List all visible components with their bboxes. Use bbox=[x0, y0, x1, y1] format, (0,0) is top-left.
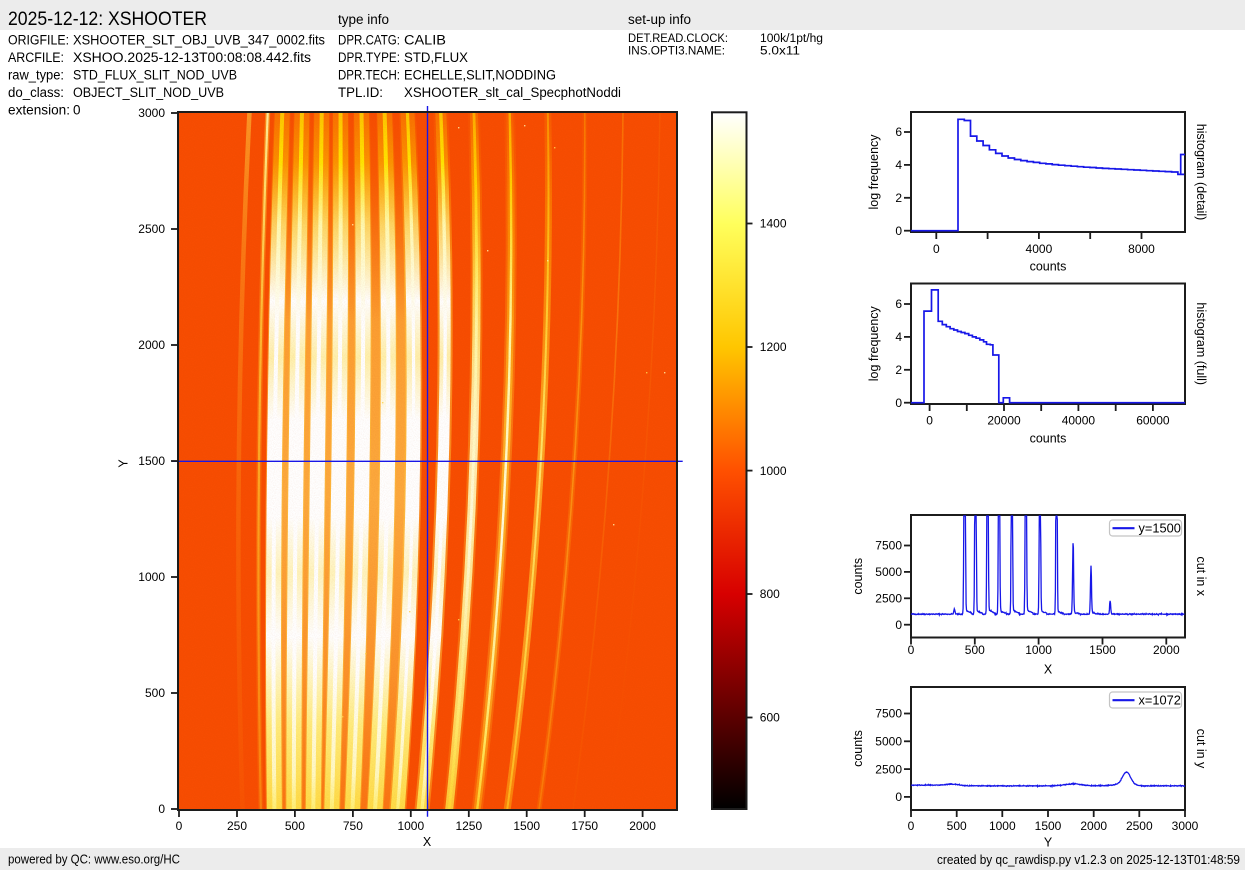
svg-text:2: 2 bbox=[895, 363, 902, 377]
svg-text:3000: 3000 bbox=[138, 106, 165, 120]
svg-text:counts: counts bbox=[1030, 260, 1067, 274]
svg-text:6: 6 bbox=[895, 125, 902, 139]
svg-text:500: 500 bbox=[947, 819, 967, 833]
svg-text:do_class:: do_class: bbox=[8, 85, 64, 100]
svg-text:0: 0 bbox=[176, 819, 183, 833]
svg-text:1000: 1000 bbox=[760, 464, 787, 478]
svg-text:STD_FLUX_SLIT_NOD_UVB: STD_FLUX_SLIT_NOD_UVB bbox=[73, 68, 237, 83]
svg-text:250: 250 bbox=[227, 819, 247, 833]
svg-text:2025-12-12: XSHOOTER: 2025-12-12: XSHOOTER bbox=[8, 9, 207, 30]
svg-text:2000: 2000 bbox=[1080, 819, 1107, 833]
svg-text:800: 800 bbox=[760, 587, 780, 601]
svg-text:ORIGFILE:: ORIGFILE: bbox=[8, 33, 69, 48]
svg-text:ARCFILE:: ARCFILE: bbox=[8, 50, 64, 65]
svg-text:0: 0 bbox=[73, 103, 81, 118]
svg-text:100k/1pt/hg: 100k/1pt/hg bbox=[760, 33, 823, 45]
svg-text:XSHOOTER_SLT_OBJ_UVB_347_0002.: XSHOOTER_SLT_OBJ_UVB_347_0002.fits bbox=[73, 33, 325, 48]
svg-text:1000: 1000 bbox=[138, 570, 165, 584]
svg-text:2000: 2000 bbox=[629, 819, 656, 833]
svg-text:XSHOOTER_slt_cal_SpecphotNoddi: XSHOOTER_slt_cal_SpecphotNoddi bbox=[404, 85, 621, 100]
svg-text:2500: 2500 bbox=[875, 592, 902, 606]
svg-text:40000: 40000 bbox=[1062, 414, 1096, 428]
svg-text:6: 6 bbox=[895, 297, 902, 311]
svg-text:2500: 2500 bbox=[138, 222, 165, 236]
svg-text:1500: 1500 bbox=[138, 454, 165, 468]
svg-text:1750: 1750 bbox=[571, 819, 598, 833]
svg-text:2500: 2500 bbox=[875, 762, 902, 776]
svg-text:0: 0 bbox=[895, 224, 902, 238]
svg-text:500: 500 bbox=[965, 643, 985, 657]
svg-text:DPR.TYPE:: DPR.TYPE: bbox=[338, 50, 400, 65]
svg-text:DPR.CATG:: DPR.CATG: bbox=[338, 33, 400, 48]
svg-text:1500: 1500 bbox=[1089, 643, 1116, 657]
svg-text:extension:: extension: bbox=[8, 103, 70, 118]
svg-text:0: 0 bbox=[895, 396, 902, 410]
svg-text:counts: counts bbox=[851, 730, 865, 767]
svg-text:1500: 1500 bbox=[513, 819, 540, 833]
svg-text:500: 500 bbox=[285, 819, 305, 833]
svg-text:0: 0 bbox=[908, 819, 915, 833]
svg-text:4000: 4000 bbox=[1026, 242, 1053, 256]
svg-text:histogram (detail): histogram (detail) bbox=[1194, 124, 1208, 221]
svg-text:XSHOO.2025-12-13T00:08:08.442.: XSHOO.2025-12-13T00:08:08.442.fits bbox=[73, 50, 311, 65]
svg-text:counts: counts bbox=[851, 558, 865, 595]
svg-text:raw_type:: raw_type: bbox=[8, 68, 64, 83]
svg-text:STD,FLUX: STD,FLUX bbox=[404, 50, 468, 65]
svg-text:500: 500 bbox=[145, 686, 165, 700]
svg-text:created by qc_rawdisp.py v1.2.: created by qc_rawdisp.py v1.2.3 on 2025-… bbox=[937, 852, 1240, 867]
svg-text:600: 600 bbox=[760, 711, 780, 725]
svg-text:0: 0 bbox=[895, 618, 902, 632]
svg-text:5000: 5000 bbox=[875, 565, 902, 579]
svg-text:X: X bbox=[1044, 663, 1053, 677]
svg-text:CALIB: CALIB bbox=[404, 33, 446, 48]
svg-text:8000: 8000 bbox=[1128, 242, 1155, 256]
svg-text:1000: 1000 bbox=[1025, 643, 1052, 657]
svg-text:log frequency: log frequency bbox=[867, 134, 881, 210]
svg-text:OBJECT_SLIT_NOD_UVB: OBJECT_SLIT_NOD_UVB bbox=[73, 85, 224, 100]
svg-text:4: 4 bbox=[895, 330, 902, 344]
svg-text:0: 0 bbox=[895, 790, 902, 804]
svg-text:DPR.TECH:: DPR.TECH: bbox=[338, 68, 400, 83]
svg-text:cut in x: cut in x bbox=[1194, 556, 1208, 596]
svg-text:2: 2 bbox=[895, 191, 902, 205]
svg-text:1400: 1400 bbox=[760, 217, 787, 231]
svg-text:7500: 7500 bbox=[875, 539, 902, 553]
svg-text:1250: 1250 bbox=[455, 819, 482, 833]
svg-text:ECHELLE,SLIT,NODDING: ECHELLE,SLIT,NODDING bbox=[404, 68, 556, 83]
svg-text:60000: 60000 bbox=[1136, 414, 1170, 428]
svg-text:3000: 3000 bbox=[1172, 819, 1199, 833]
svg-text:20000: 20000 bbox=[987, 414, 1021, 428]
svg-text:x=1072: x=1072 bbox=[1139, 693, 1181, 708]
svg-text:1500: 1500 bbox=[1035, 819, 1062, 833]
svg-text:2000: 2000 bbox=[138, 338, 165, 352]
svg-text:2500: 2500 bbox=[1126, 819, 1153, 833]
svg-text:histogram (full): histogram (full) bbox=[1194, 302, 1208, 385]
svg-text:X: X bbox=[423, 835, 432, 849]
svg-text:2000: 2000 bbox=[1153, 643, 1180, 657]
svg-text:5.0x11: 5.0x11 bbox=[760, 46, 800, 58]
svg-text:log frequency: log frequency bbox=[867, 305, 881, 381]
svg-text:y=1500: y=1500 bbox=[1139, 521, 1181, 536]
svg-text:powered by QC: www.eso.org/HC: powered by QC: www.eso.org/HC bbox=[8, 853, 180, 867]
svg-text:DET.READ.CLOCK:: DET.READ.CLOCK: bbox=[628, 33, 728, 45]
svg-text:5000: 5000 bbox=[875, 735, 902, 749]
svg-text:750: 750 bbox=[343, 819, 363, 833]
svg-text:type info: type info bbox=[338, 12, 389, 27]
svg-text:Y: Y bbox=[1044, 836, 1053, 850]
svg-text:0: 0 bbox=[908, 643, 915, 657]
svg-text:0: 0 bbox=[933, 242, 940, 256]
svg-text:INS.OPTI3.NAME:: INS.OPTI3.NAME: bbox=[628, 46, 725, 58]
svg-text:set-up info: set-up info bbox=[628, 12, 691, 27]
svg-text:1000: 1000 bbox=[397, 819, 424, 833]
svg-text:1200: 1200 bbox=[760, 340, 787, 354]
svg-text:0: 0 bbox=[926, 414, 933, 428]
svg-text:cut in y: cut in y bbox=[1194, 729, 1208, 769]
svg-text:0: 0 bbox=[158, 802, 165, 816]
svg-text:counts: counts bbox=[1030, 432, 1067, 446]
svg-text:1000: 1000 bbox=[989, 819, 1016, 833]
svg-text:TPL.ID:: TPL.ID: bbox=[338, 85, 383, 100]
svg-text:4: 4 bbox=[895, 158, 902, 172]
svg-text:7500: 7500 bbox=[875, 707, 902, 721]
svg-text:Y: Y bbox=[117, 459, 131, 468]
